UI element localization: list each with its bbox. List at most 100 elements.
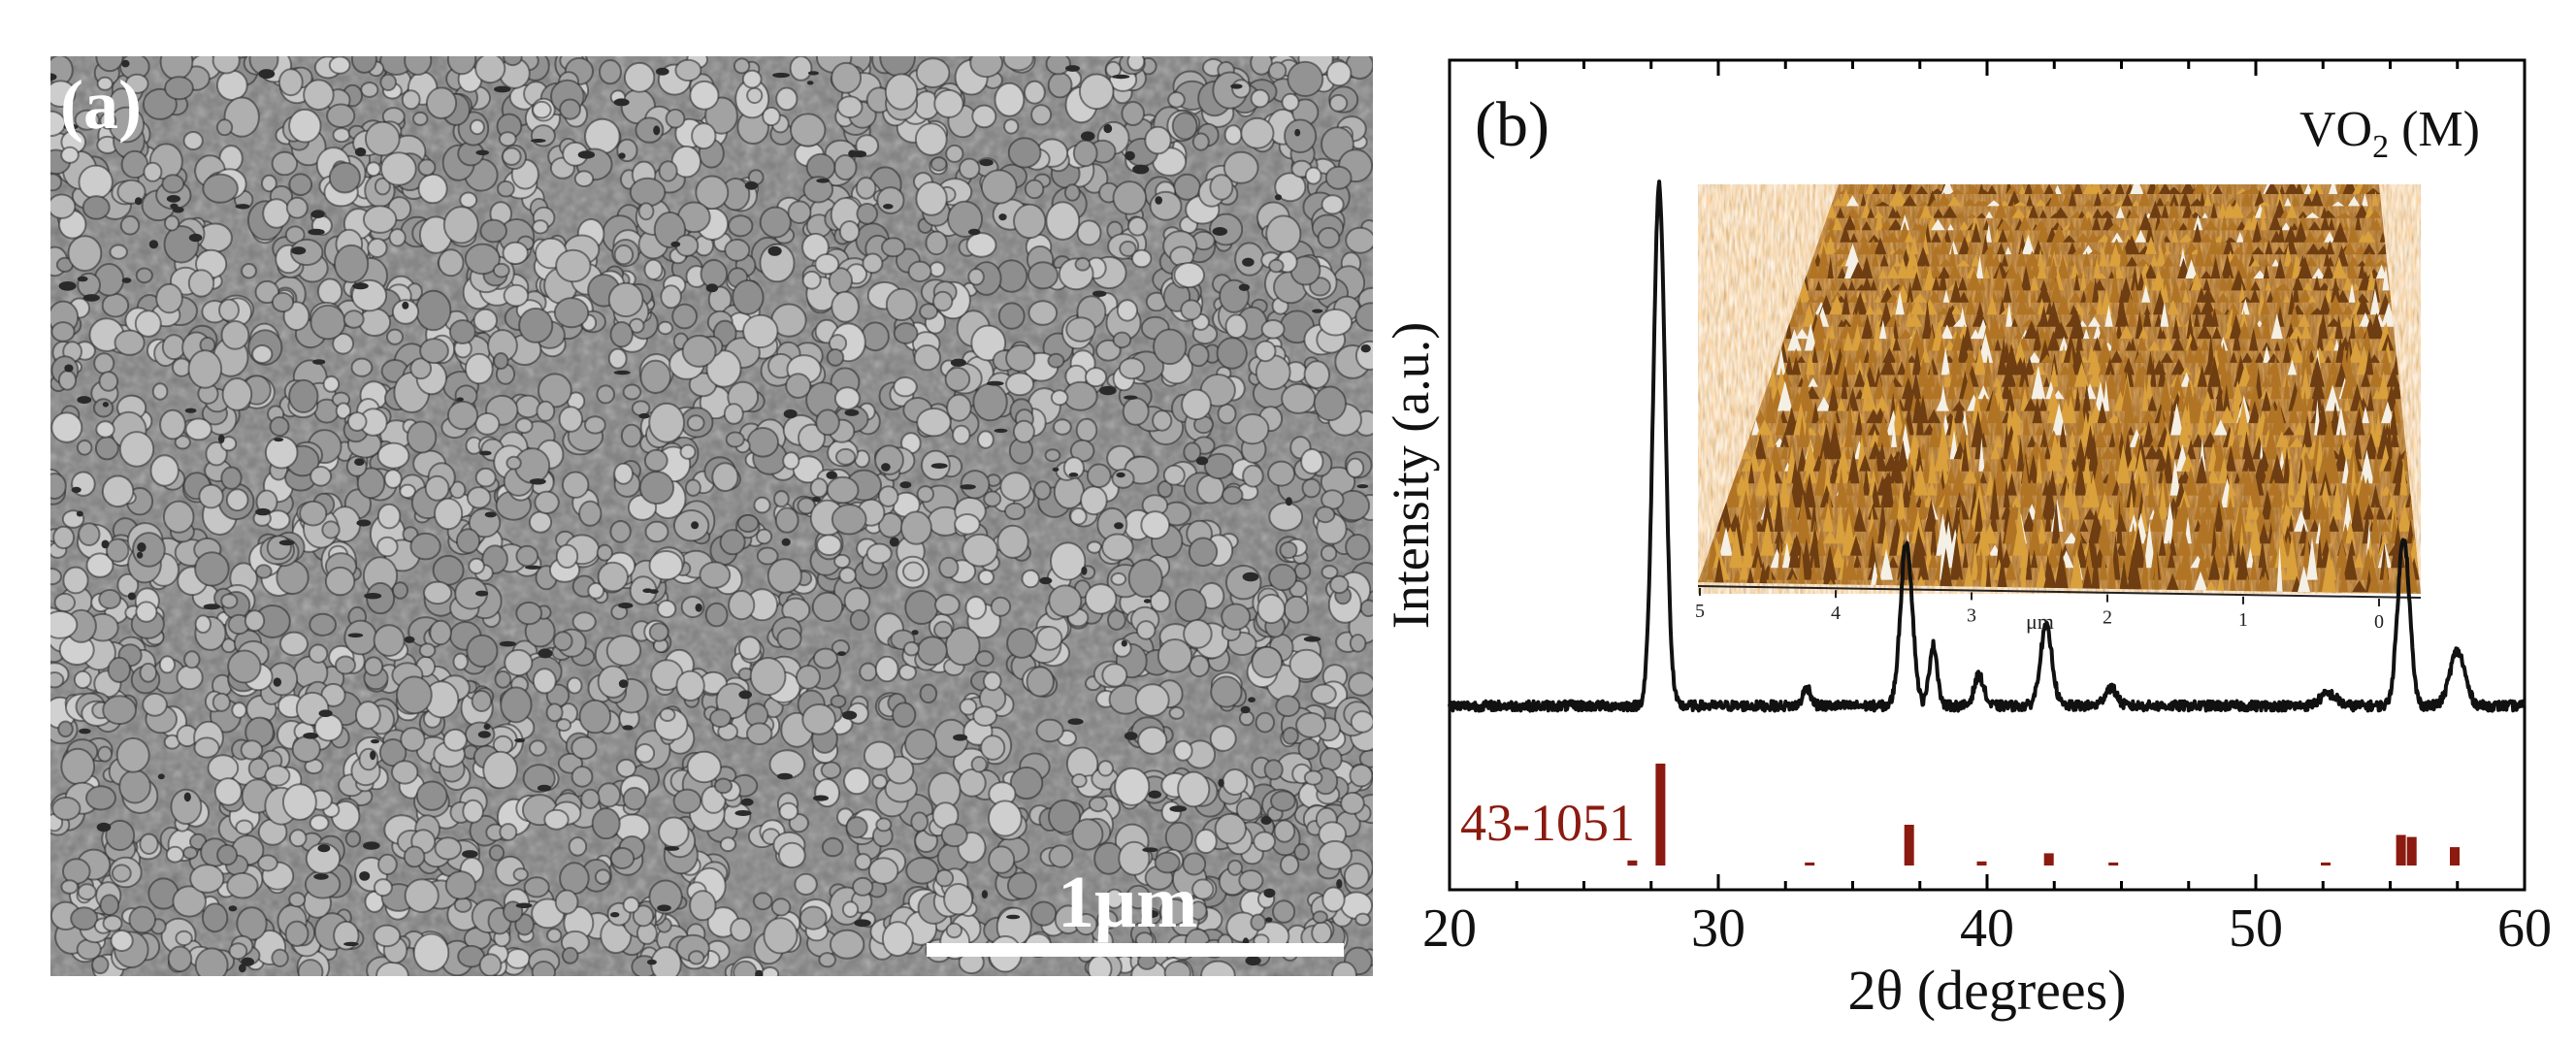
afm-spike	[2170, 228, 2179, 243]
afm-spike	[1868, 536, 1877, 569]
afm-spike	[1832, 216, 1843, 231]
sem-grain	[660, 284, 682, 310]
sem-grain	[1135, 620, 1157, 640]
afm-spike	[1908, 311, 1923, 327]
sem-pore	[499, 640, 517, 647]
afm-spike	[1985, 558, 1992, 592]
afm-spike	[2068, 508, 2075, 532]
afm-spike	[2214, 235, 2224, 243]
sem-grain	[766, 558, 802, 594]
afm-spike	[1845, 401, 1854, 436]
afm-spike	[2342, 277, 2354, 291]
sem-grain	[1005, 372, 1035, 397]
afm-spike	[1840, 225, 1851, 243]
sem-grain	[591, 807, 621, 840]
sem-grain	[798, 423, 826, 453]
sem-grain	[994, 82, 1026, 117]
sem-grain	[573, 170, 595, 187]
afm-spike	[1874, 237, 1887, 255]
afm-spike	[2005, 184, 2019, 194]
sem-grain	[505, 455, 522, 471]
afm-spike	[2380, 520, 2391, 532]
sem-pore	[1336, 879, 1343, 889]
afm-spike	[1787, 329, 1802, 351]
afm-spike	[2298, 256, 2313, 278]
afm-spike	[2375, 264, 2388, 278]
afm-spike	[2270, 481, 2284, 507]
sem-grain	[95, 420, 115, 439]
afm-spike	[2134, 448, 2148, 484]
afm-spike	[2108, 238, 2125, 255]
afm-spike	[1990, 443, 2001, 460]
afm-spike	[1962, 545, 1969, 569]
sem-pore	[1248, 697, 1255, 702]
afm-spike	[1951, 467, 1967, 496]
afm-spike	[1847, 449, 1860, 484]
sem-grain	[1349, 634, 1367, 653]
sem-pore	[653, 125, 661, 136]
afm-spike	[2304, 302, 2317, 315]
afm-spike	[2103, 379, 2109, 411]
sem-grain	[499, 823, 518, 841]
afm-spike	[2345, 518, 2356, 544]
sem-grain	[980, 169, 1018, 205]
sem-grain	[464, 243, 501, 276]
sem-grain	[925, 230, 948, 256]
afm-spike	[2005, 560, 2017, 580]
sem-grain	[500, 686, 533, 724]
afm-spike	[2230, 350, 2237, 363]
sem-grain	[1110, 571, 1127, 586]
afm-spike	[1910, 509, 1926, 544]
sem-pore	[1039, 576, 1053, 585]
afm-spike	[1816, 413, 1830, 424]
afm-spike	[2283, 294, 2291, 303]
afm-spike	[1887, 380, 1900, 400]
afm-spike	[2366, 389, 2374, 411]
sem-grain	[862, 252, 884, 275]
afm-spike	[2288, 405, 2299, 424]
sem-grain	[324, 566, 356, 597]
sem-grain	[1268, 502, 1304, 532]
afm-spike	[2316, 535, 2324, 569]
sem-grain	[159, 56, 194, 81]
afm-spike	[2291, 195, 2300, 207]
x-tick-label: 50	[2229, 898, 2283, 959]
afm-spike	[1788, 537, 1801, 569]
afm-spike	[2116, 499, 2123, 544]
afm-spike	[2278, 283, 2291, 291]
afm-spike	[2263, 345, 2271, 363]
afm-spike	[2160, 352, 2174, 363]
afm-spike	[1951, 330, 1965, 351]
afm-spike	[1969, 471, 1976, 484]
afm-spike	[2177, 415, 2191, 447]
afm-spike	[2228, 551, 2237, 580]
sem-grain	[1152, 409, 1173, 432]
sem-grain	[1284, 118, 1318, 153]
afm-spike	[1842, 241, 1850, 255]
sem-grain	[328, 56, 351, 75]
afm-spike	[1942, 289, 1950, 303]
afm-spike	[2072, 184, 2083, 194]
afm-spike	[1955, 500, 1970, 520]
afm-spike	[2399, 460, 2408, 496]
afm-spike	[2023, 320, 2039, 340]
sem-grain	[1295, 711, 1327, 738]
afm-spike	[2349, 316, 2356, 340]
sem-grain	[845, 816, 868, 839]
afm-spike	[2341, 305, 2355, 315]
afm-spike	[2279, 435, 2292, 460]
sem-grain	[1281, 382, 1317, 414]
sem-grain	[1346, 457, 1365, 478]
sem-grain	[167, 945, 193, 973]
afm-spike	[2265, 239, 2273, 255]
afm-spike	[1986, 314, 2003, 340]
afm-spike	[1875, 201, 1891, 207]
afm-spike	[1809, 255, 1819, 278]
sem-grain	[442, 206, 479, 245]
afm-spike	[2258, 522, 2269, 544]
sem-grain	[194, 614, 212, 635]
sem-grain	[1274, 172, 1307, 203]
afm-spike	[1875, 313, 1881, 340]
sem-grain	[182, 846, 199, 860]
sem-pore	[1052, 467, 1060, 472]
